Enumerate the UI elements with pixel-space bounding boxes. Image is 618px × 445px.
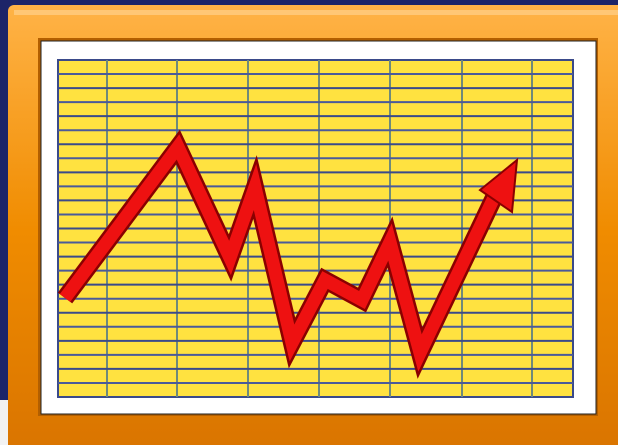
frame-highlight (14, 10, 618, 15)
arrow-head (478, 157, 519, 214)
trend-line (59, 134, 506, 372)
corner (0, 400, 8, 445)
